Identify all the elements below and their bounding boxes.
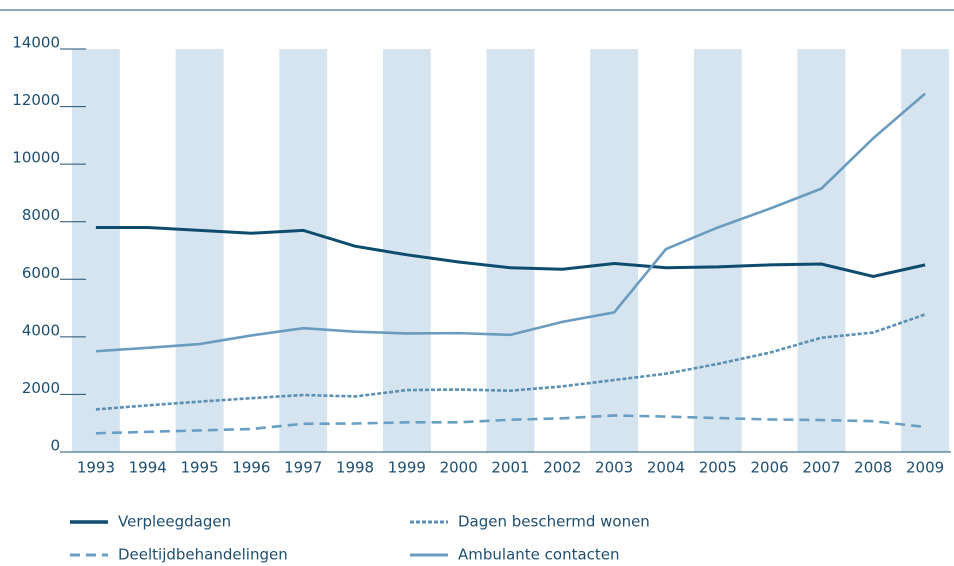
band [486, 49, 535, 452]
band [279, 49, 328, 452]
y-tick-label: 6000 [22, 264, 60, 282]
x-tick-label: 2008 [854, 459, 892, 477]
y-tick-label: 14000 [12, 34, 60, 52]
y-tick-label: 8000 [22, 206, 60, 224]
x-tick-label: 2009 [906, 459, 944, 477]
y-tick-label: 2000 [22, 379, 60, 397]
band [901, 49, 949, 452]
y-tick-label: 10000 [12, 149, 60, 167]
legend-label: Ambulante contacten [458, 546, 620, 564]
bands [72, 49, 949, 452]
band [797, 49, 846, 452]
series-line [95, 313, 926, 411]
series-line [95, 414, 926, 435]
series-line [95, 225, 926, 278]
x-tick-label: 2003 [595, 459, 633, 477]
x-tick-label: 2001 [491, 459, 529, 477]
x-tick-label: 1998 [336, 459, 374, 477]
x-tick-label: 1997 [284, 459, 322, 477]
y-tick-label: 4000 [22, 321, 60, 339]
x-tick-label: 1996 [232, 459, 270, 477]
series-line [95, 92, 926, 353]
x-tick-label: 2007 [802, 459, 840, 477]
y-tick-label: 12000 [12, 91, 60, 109]
band [175, 49, 224, 452]
x-tick-label: 1999 [388, 459, 426, 477]
x-tick-label: 1993 [77, 459, 115, 477]
legend-label: Deeltijdbehandelingen [118, 546, 288, 564]
band [590, 49, 639, 452]
x-tick-label: 2004 [647, 459, 685, 477]
y-tick-label: 0 [50, 437, 60, 455]
x-tick-label: 2000 [440, 459, 478, 477]
legend-label: Dagen beschermd wonen [458, 513, 650, 531]
band [382, 49, 431, 452]
x-tick-label: 2002 [543, 459, 581, 477]
x-tick-label: 1995 [180, 459, 218, 477]
legend-label: Verpleegdagen [118, 513, 231, 531]
band [693, 49, 742, 452]
x-tick-label: 2005 [699, 459, 737, 477]
x-tick-label: 2006 [751, 459, 789, 477]
x-tick-label: 1994 [129, 459, 167, 477]
band [72, 49, 120, 452]
